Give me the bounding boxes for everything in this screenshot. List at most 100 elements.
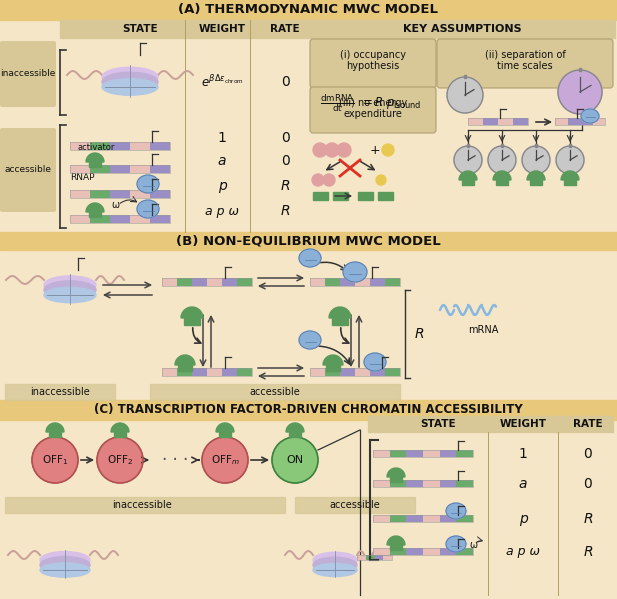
Polygon shape [561,171,579,180]
Ellipse shape [446,503,466,519]
Bar [368,416,613,432]
Polygon shape [86,153,104,162]
Bar [373,480,390,487]
Bar [310,278,325,286]
Bar [340,278,355,286]
Text: hypothesis: hypothesis [346,61,400,71]
Ellipse shape [40,563,90,577]
Bar [326,365,340,371]
Polygon shape [527,171,545,180]
Bar [423,548,440,555]
Bar [423,450,440,457]
Bar [530,180,542,186]
Bar [457,450,473,457]
Circle shape [376,175,386,185]
Circle shape [522,146,550,174]
Polygon shape [286,423,304,432]
FancyBboxPatch shape [310,87,436,133]
Bar [357,555,392,560]
Bar [110,190,130,198]
Bar [49,432,61,437]
Bar [333,318,348,325]
Bar [390,515,407,522]
Bar [407,480,423,487]
Bar [177,368,192,376]
Text: 0: 0 [281,154,289,168]
FancyBboxPatch shape [0,128,56,212]
Bar [373,548,390,555]
Ellipse shape [313,557,357,573]
Bar [467,144,469,147]
Bar [495,180,508,186]
Bar [70,165,90,173]
Bar [70,215,170,223]
Text: +: + [370,144,380,156]
Bar [468,118,528,125]
Bar [390,545,402,550]
Bar [0,0,617,20]
Ellipse shape [44,281,96,299]
Circle shape [447,77,483,113]
Bar [114,432,126,437]
Bar [464,75,466,78]
Bar [130,142,150,150]
Bar [462,180,474,186]
Bar [457,515,473,522]
Bar [70,190,90,198]
Text: RNAP: RNAP [70,174,94,183]
Circle shape [382,144,394,156]
Text: WEIGHT: WEIGHT [500,419,547,429]
Bar [0,400,617,420]
Bar [177,278,192,286]
Polygon shape [216,423,234,432]
Bar [370,368,385,376]
Bar [0,232,617,400]
Bar [150,142,170,150]
Bar [355,278,370,286]
Bar [237,278,252,286]
Bar [70,142,170,150]
Bar [333,192,348,200]
Text: R: R [583,545,593,559]
Ellipse shape [364,353,386,371]
Text: (iii) no energy: (iii) no energy [339,98,407,108]
Ellipse shape [137,175,159,193]
FancyBboxPatch shape [437,39,613,88]
Polygon shape [329,307,351,318]
Bar [390,480,407,487]
Bar [5,384,115,400]
Text: R: R [415,327,424,341]
Bar [130,190,150,198]
Bar [340,368,355,376]
Bar [569,144,571,147]
Bar [110,142,130,150]
Text: activator: activator [78,144,115,153]
Bar [535,144,537,147]
Text: R: R [280,179,290,193]
Bar [501,144,503,147]
Ellipse shape [44,288,96,302]
Ellipse shape [313,552,357,568]
Bar [310,278,400,286]
Bar [592,118,605,125]
Bar [150,215,170,223]
Bar [310,368,400,376]
Bar [184,318,200,325]
Bar [295,497,415,513]
Text: a: a [218,154,226,168]
Bar [390,477,402,482]
Bar [564,180,576,186]
Ellipse shape [313,564,357,577]
Bar [192,278,207,286]
Circle shape [32,437,78,483]
Bar [378,192,393,200]
Text: ON: ON [286,455,304,465]
Text: a p ω: a p ω [506,546,540,558]
Ellipse shape [299,249,321,267]
Bar [390,548,407,555]
Bar [89,212,101,217]
Bar [373,480,473,487]
Text: a: a [519,477,528,491]
Bar [218,432,231,437]
Text: expenditure: expenditure [344,109,402,119]
